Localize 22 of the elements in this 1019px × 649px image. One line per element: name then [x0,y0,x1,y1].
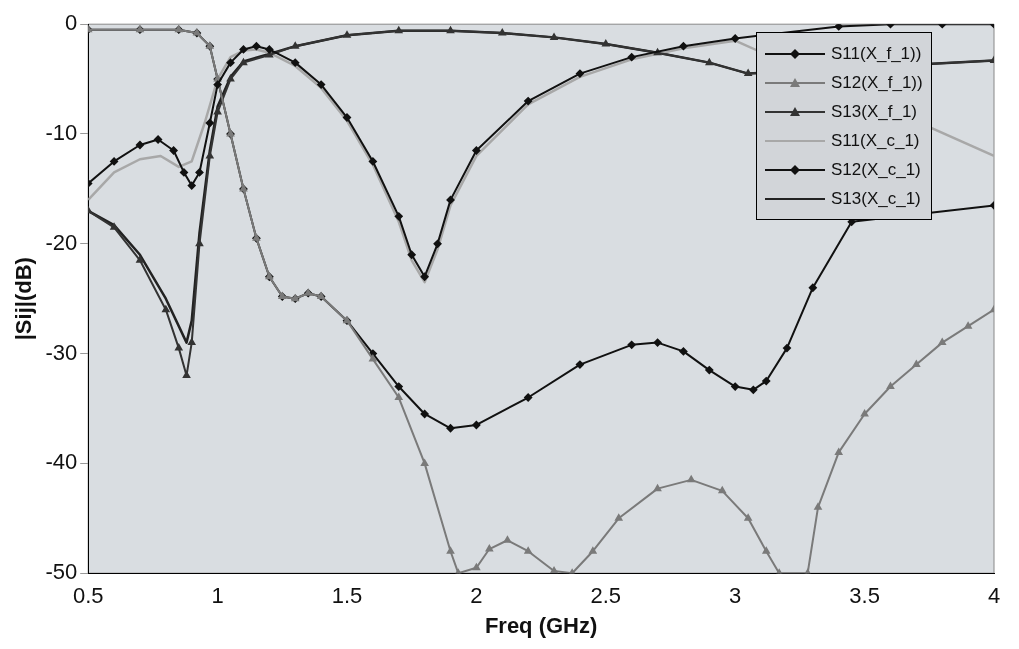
x-tick-label: 3.5 [849,583,880,609]
y-tick-label: -20 [45,229,78,255]
y-axis-title: |Sij|(dB) [11,257,37,341]
y-tick-label: -40 [45,449,78,475]
legend-label: S12(X_c_1) [831,159,921,180]
x-tick-label: 0.5 [72,583,104,609]
x-tick-label: 1.5 [331,583,363,609]
x-tick-label: 4 [987,583,1001,609]
x-tick-label: 2.5 [590,583,622,609]
y-tick-label: -10 [45,120,78,146]
legend-label: S11(X_c_1) [831,130,920,151]
x-tick-label: 2 [470,583,483,609]
y-tick-label: -50 [45,559,78,585]
x-tick-label: 1 [211,583,224,609]
y-tick-label: 0 [64,10,78,36]
y-tick-label: -30 [45,339,78,365]
legend-label: S12(X_f_1)) [831,72,923,93]
legend-label: S13(X_c_1) [831,188,921,209]
legend-label: S13(X_f_1) [831,101,917,122]
legend-label: S11(X_f_1)) [831,43,922,64]
x-tick-label: 3 [729,583,742,609]
x-axis-title: Freq (GHz) [484,612,598,638]
